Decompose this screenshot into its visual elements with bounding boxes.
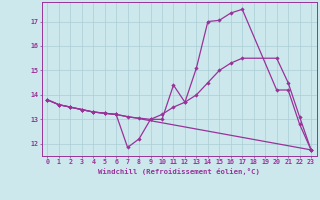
X-axis label: Windchill (Refroidissement éolien,°C): Windchill (Refroidissement éolien,°C)	[98, 168, 260, 175]
